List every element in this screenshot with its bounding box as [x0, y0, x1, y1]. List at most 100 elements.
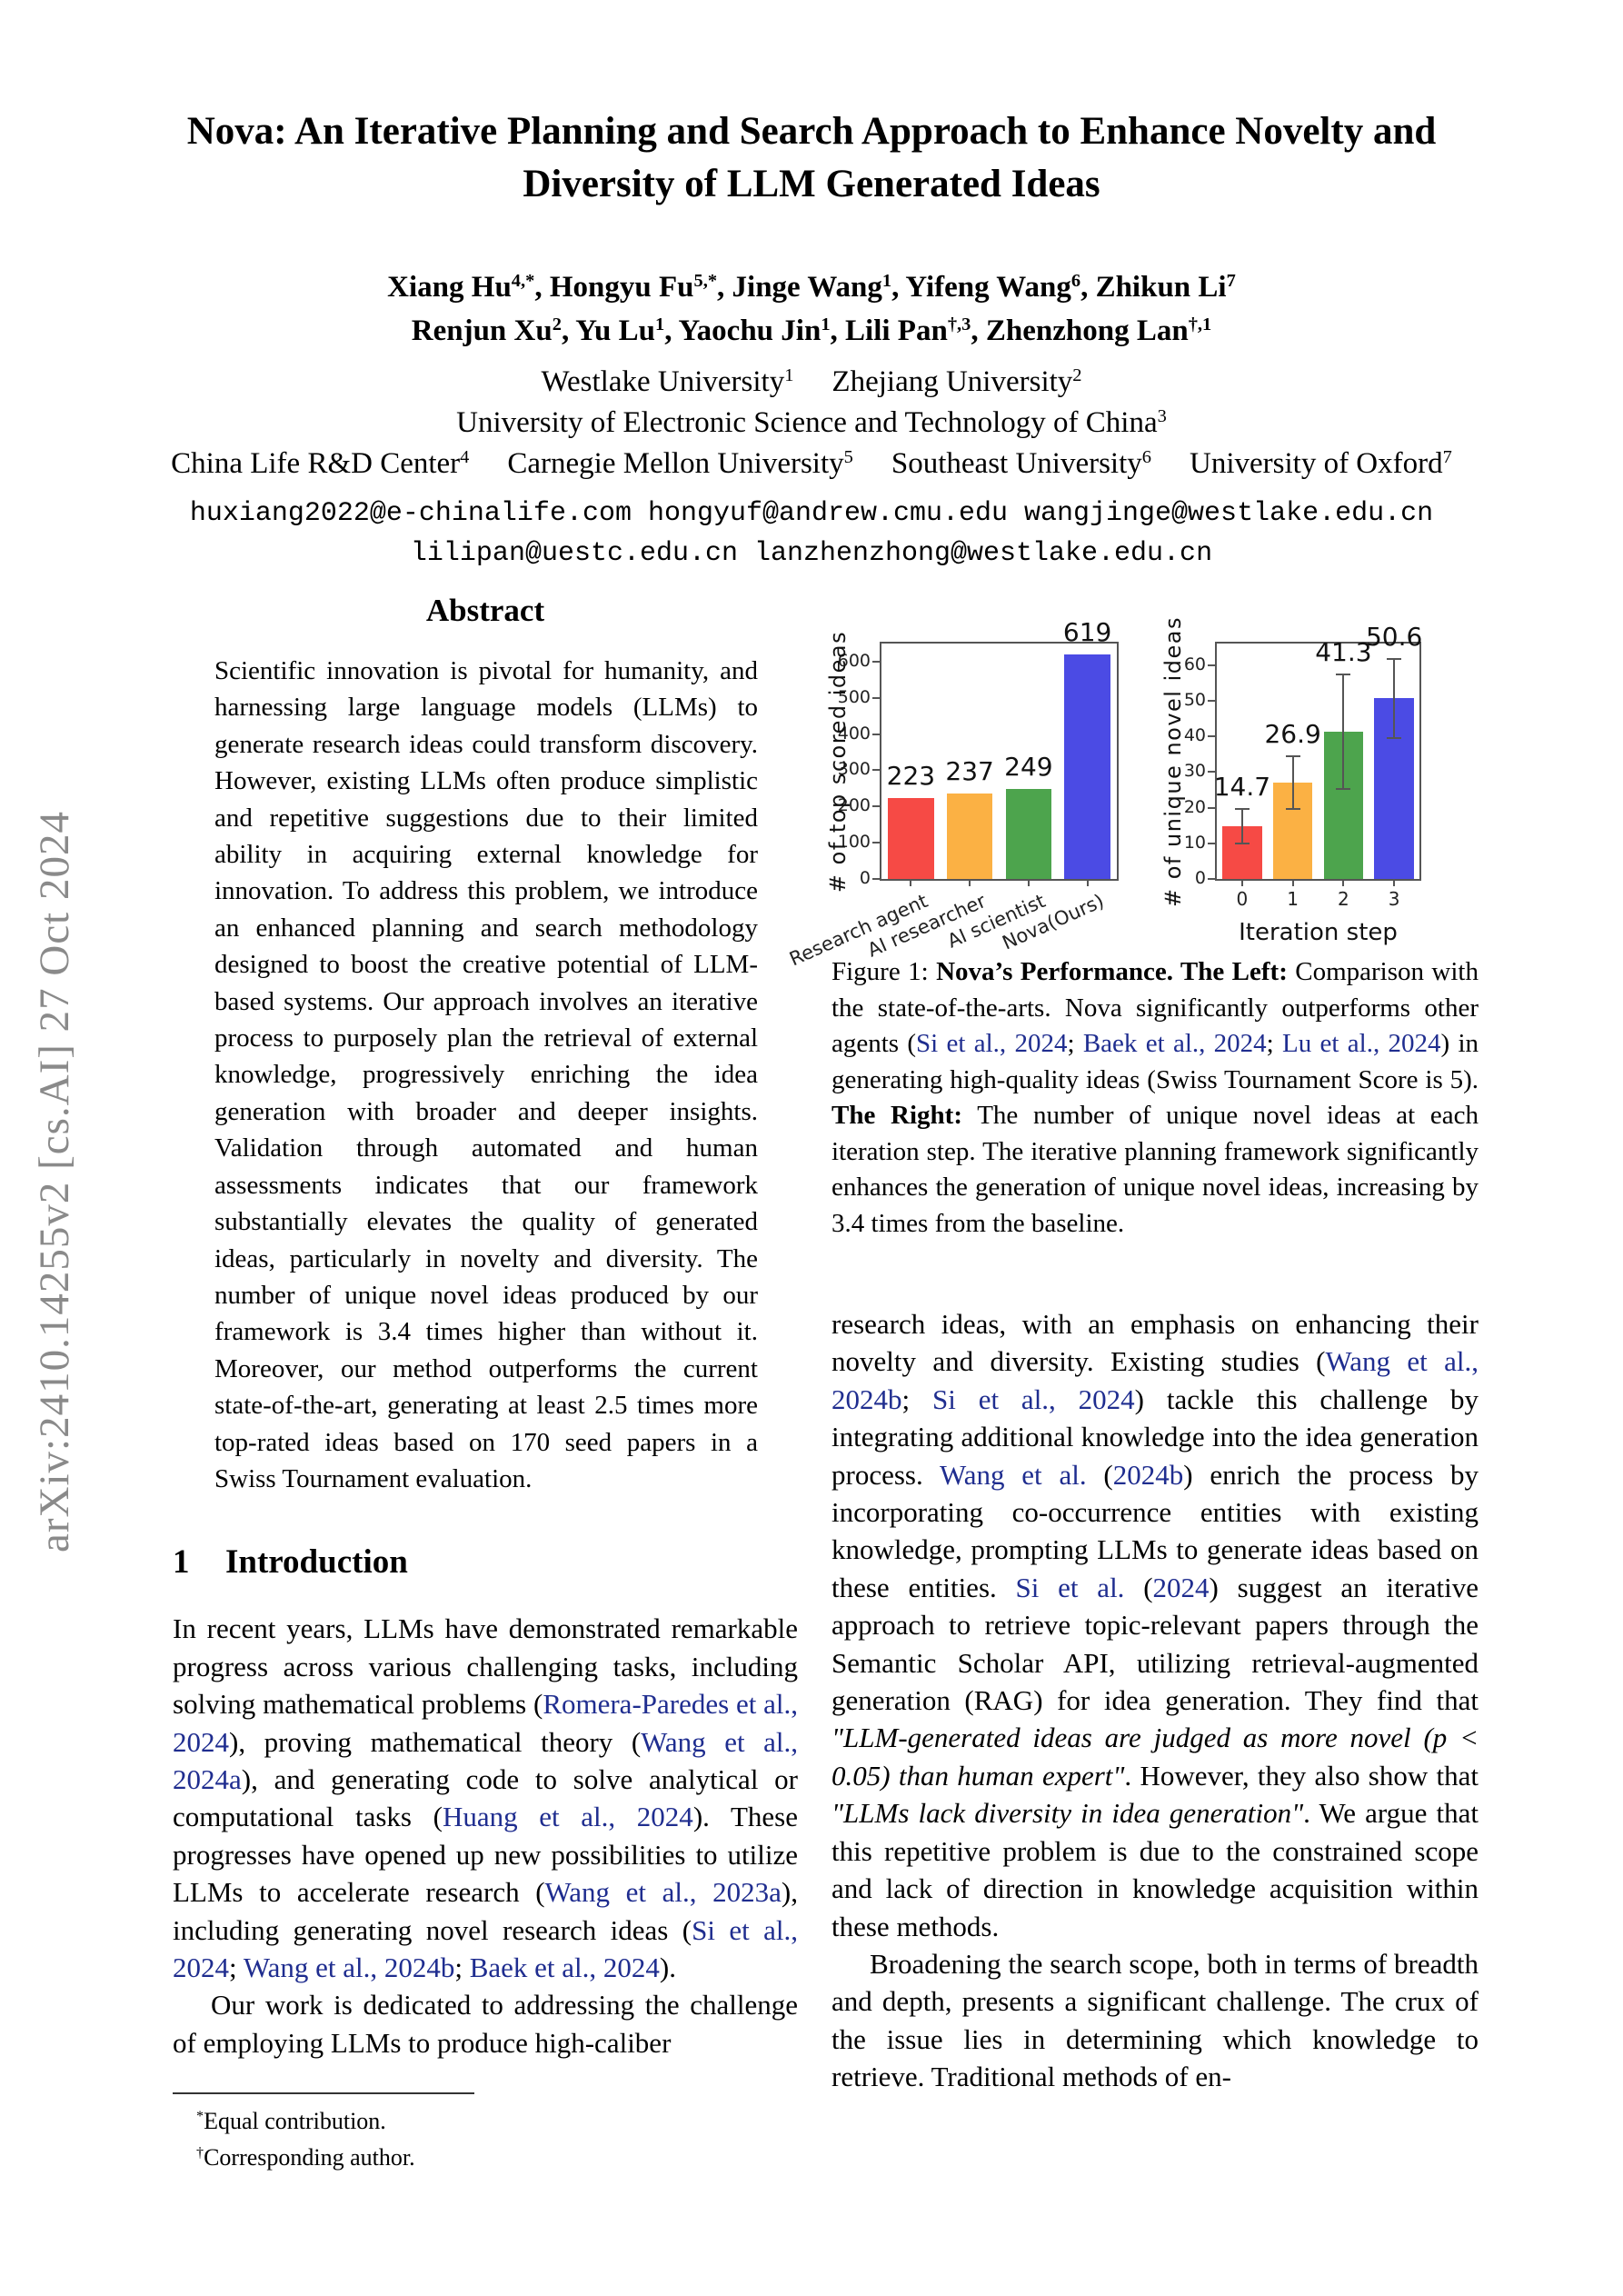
- text-segment: research ideas, with an emphasis on enha…: [831, 1308, 1479, 1378]
- footnote-rule: [173, 2092, 474, 2095]
- right-column: 0 100 200 300 400 500 600 223 Research agent 237 A…: [786, 593, 1479, 2096]
- x-axis-tick: [910, 879, 912, 886]
- text-segment: The Right:: [831, 1101, 962, 1130]
- citation-link[interactable]: Lu et al., 2024: [1282, 1029, 1441, 1058]
- error-bar-cap: [1285, 808, 1300, 811]
- text-segment: ;: [1067, 1029, 1083, 1058]
- citation-link[interactable]: Si et al.: [1015, 1571, 1125, 1603]
- superscript: 2: [552, 314, 562, 334]
- abstract-heading: Abstract: [425, 593, 545, 628]
- affiliation: Southeast University6: [891, 447, 1151, 480]
- x-axis-tick: [1086, 879, 1089, 886]
- author-name: Yu Lu: [575, 314, 655, 347]
- citation-link[interactable]: Si et al., 2024: [931, 1383, 1135, 1415]
- author-name: Zhenzhong Lan: [985, 314, 1189, 347]
- x-tick-label: 2: [1338, 888, 1349, 910]
- citation-link[interactable]: Baek et al., 2024: [469, 1952, 660, 1983]
- footnote-text: Corresponding author.: [204, 2144, 415, 2171]
- text-segment: "LLMs lack diversity in idea generation": [831, 1797, 1304, 1830]
- intro-paragraph-1: In recent years, LLMs have demonstrated …: [173, 1610, 798, 1986]
- error-bar-cap: [1234, 843, 1250, 845]
- x-axis-label: Iteration step: [1239, 919, 1398, 946]
- text-segment: The number of unique novel ideas at each…: [831, 1101, 1479, 1238]
- author-line-1: Xiang Hu4,*, Hongyu Fu5,*, Jinge Wang1, …: [387, 270, 1236, 304]
- author-name: Yaochu Jin: [678, 314, 821, 347]
- y-axis-tick: [1208, 771, 1217, 774]
- y-tick-label: 200: [837, 795, 871, 816]
- text-segment: Our work is dedicated to addressing the …: [173, 1989, 798, 2059]
- author-name: Renjun Xu: [411, 314, 553, 347]
- author: Zhikun Li7: [1096, 271, 1236, 304]
- author-name: Hongyu Fu: [549, 271, 694, 304]
- error-bar-cap: [1387, 657, 1402, 660]
- error-bar: [1291, 756, 1294, 810]
- citation-link[interactable]: Wang et al., 2024b: [831, 1345, 1479, 1415]
- author: Xiang Hu4,*: [387, 271, 534, 304]
- superscript: 7: [1442, 446, 1452, 467]
- y-axis-tick: [1208, 842, 1217, 844]
- bar: [1005, 788, 1052, 879]
- text-segment: ) in generating high-quality ideas (Swis…: [831, 1029, 1479, 1094]
- footnote-mark: †: [196, 2145, 204, 2161]
- bar-value-label: 619: [1062, 617, 1112, 648]
- affiliation: University of Electronic Science and Tec…: [456, 406, 1167, 439]
- error-bar-cap: [1285, 755, 1300, 758]
- footnote-lines: *Equal contribution. †Corresponding autho…: [173, 2105, 798, 2178]
- author: Yifeng Wang6: [905, 271, 1080, 304]
- bar-chart-top-scored-ideas: 0 100 200 300 400 500 600 223 Research agent 237 A…: [786, 617, 1119, 970]
- affiliation-line-3: China Life R&D Center4 Carnegie Mellon Un…: [0, 445, 1623, 486]
- y-axis-tick: [872, 842, 881, 844]
- text-segment: ). These progresses have opened up new p…: [173, 1801, 798, 1909]
- citation-link[interactable]: Wang et al., 2023a: [544, 1876, 782, 1909]
- affiliation-name: University of Electronic Science and Tec…: [456, 406, 1158, 439]
- superscript: 4: [460, 446, 470, 467]
- abstract-text: Scientific innovation is pivotal for hum…: [214, 656, 758, 1493]
- affiliation: Carnegie Mellon University5: [507, 447, 852, 480]
- x-axis-tick: [1027, 879, 1030, 886]
- title-line-1: Nova: An Iterative Planning and Search A…: [186, 110, 1437, 153]
- citation-link[interactable]: Wang et al., 2024b: [243, 1952, 455, 1983]
- email-block: huxiang2022@e-chinalife.com hongyuf@andr…: [0, 494, 1623, 574]
- y-axis-tick: [1208, 806, 1217, 809]
- affiliation-line-1: Westlake University1 Zhejiang University2: [0, 364, 1623, 404]
- error-bar-cap: [1336, 674, 1351, 676]
- citation-link[interactable]: Si et al., 2024: [916, 1029, 1068, 1058]
- email-line-1: huxiang2022@e-chinalife.com hongyuf@andr…: [189, 498, 1434, 529]
- superscript: †,3: [947, 314, 971, 334]
- affiliation-name: University of Oxford: [1190, 447, 1443, 480]
- citation-link[interactable]: Wang et al., 2024a: [173, 1725, 798, 1795]
- section-number: 1: [173, 1543, 190, 1582]
- right-paragraph-1: research ideas, with an emphasis on enha…: [831, 1305, 1479, 1945]
- citation-link[interactable]: Wang et al.: [939, 1458, 1087, 1491]
- bar-value-label: 41.3: [1315, 637, 1372, 668]
- text-segment: (: [1086, 1458, 1113, 1491]
- citation-link[interactable]: Romera-Paredes et al., 2024: [173, 1688, 798, 1758]
- text-segment: ), including generating novel research i…: [173, 1876, 798, 1946]
- text-segment: In recent years, LLMs have demonstrated …: [173, 1612, 798, 1721]
- y-axis-label: # of top scored ideas: [825, 630, 851, 893]
- bar: [946, 793, 993, 879]
- text-segment: . However, they also show that: [1124, 1759, 1479, 1792]
- y-tick-label: 600: [837, 650, 871, 671]
- citation-link[interactable]: Huang et al., 2024: [442, 1801, 693, 1833]
- bar-chart-unique-novel-ideas: 0 10 20 30 40 50 60 14.7 0 26.9 1 41.3 2 50.6 3 Iterati…: [1160, 616, 1422, 946]
- text-segment: Nova’s Performance. The Left:: [936, 957, 1288, 986]
- y-tick-label: 30: [1183, 761, 1206, 782]
- citation-link[interactable]: 2024b: [1112, 1458, 1184, 1491]
- page-title: Nova: An Iterative Planning and Search A…: [0, 105, 1623, 211]
- author: Renjun Xu2: [412, 314, 562, 347]
- citation-link[interactable]: Baek et al., 2024: [1082, 1029, 1267, 1058]
- citation-link[interactable]: Si et al., 2024: [173, 1913, 798, 1983]
- y-axis-tick: [1208, 735, 1217, 738]
- citation-link[interactable]: 2024: [1152, 1571, 1210, 1603]
- bar-value-label: 14.7: [1213, 772, 1271, 803]
- y-axis-tick: [872, 660, 881, 663]
- right-paragraph-2: Broadening the search scope, both in ter…: [831, 1945, 1479, 2096]
- y-tick-label: 0: [1194, 868, 1206, 888]
- text-segment: Figure 1:: [831, 957, 937, 986]
- x-tick-label: 1: [1287, 888, 1299, 910]
- y-axis-tick: [1208, 699, 1217, 702]
- text-segment: Comparison with the state-of-the-arts. N…: [831, 957, 1479, 1058]
- y-axis-label: # of unique novel ideas: [1160, 615, 1186, 907]
- y-tick-label: 500: [837, 686, 871, 707]
